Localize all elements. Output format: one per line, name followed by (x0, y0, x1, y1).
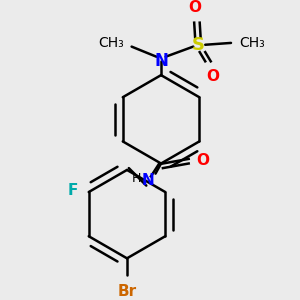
Text: S: S (191, 36, 204, 54)
Text: N: N (154, 52, 168, 70)
Text: O: O (189, 0, 202, 15)
Text: CH₃: CH₃ (98, 36, 124, 50)
Text: F: F (67, 183, 78, 198)
Text: O: O (206, 69, 219, 84)
Text: Br: Br (117, 284, 136, 299)
Text: N: N (142, 173, 155, 188)
Text: CH₃: CH₃ (239, 36, 265, 50)
Text: H: H (131, 172, 141, 185)
Text: O: O (196, 153, 209, 168)
